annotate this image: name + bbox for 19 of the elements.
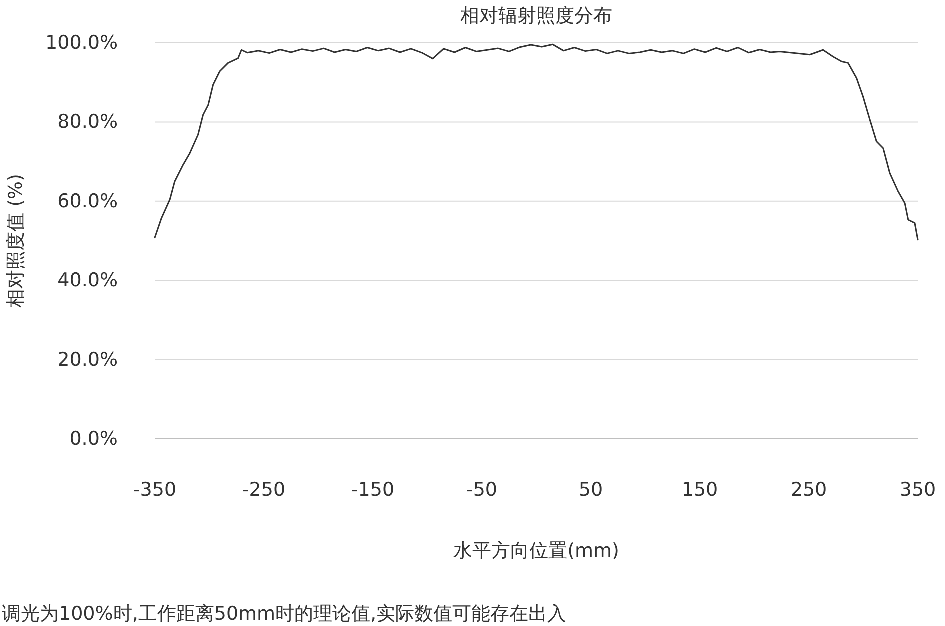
- x-tick-label: -50: [466, 479, 498, 501]
- y-tick-label: 80.0%: [58, 111, 118, 134]
- y-tick-label: 60.0%: [58, 190, 118, 212]
- y-tick-label: 0.0%: [70, 428, 118, 450]
- text: 调光为100%时,工作距离50mm时的理论值,实际数值可能存在出入: [2, 603, 567, 625]
- y-tick-label: 40.0%: [58, 270, 118, 292]
- x-axis-title: 水平方向位置(mm): [454, 540, 620, 562]
- x-tick-label: 350: [900, 479, 936, 501]
- y-tick-label: 100.0%: [46, 32, 118, 54]
- x-tick-label: -350: [133, 479, 177, 501]
- x-tick-label: 250: [790, 479, 828, 501]
- x-tick-label: 150: [682, 479, 718, 501]
- y-tick-label: 20.0%: [58, 348, 118, 371]
- y-axis-title: 相对照度值 (%): [5, 174, 27, 308]
- chart-title: 相对辐射照度分布: [460, 5, 612, 27]
- x-tick-label: -150: [351, 479, 395, 501]
- line-series: [154, 44, 919, 241]
- x-tick-label: -250: [242, 479, 286, 501]
- x-tick-label: 50: [578, 479, 604, 501]
